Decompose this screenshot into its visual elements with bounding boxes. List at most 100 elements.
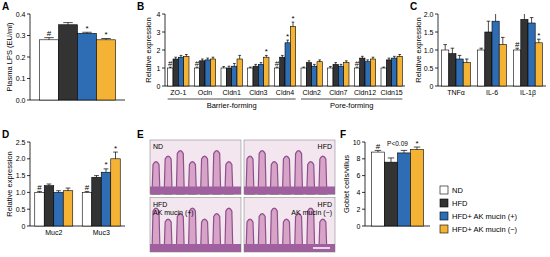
micrograph bbox=[244, 198, 335, 253]
significance: # bbox=[85, 183, 90, 192]
error-bar bbox=[401, 150, 408, 153]
bar bbox=[232, 66, 237, 86]
y-tick-label: 1.0 bbox=[16, 189, 26, 196]
bar bbox=[463, 63, 470, 86]
y-tick-label: 0.5 bbox=[16, 206, 26, 213]
error-cap bbox=[372, 57, 375, 58]
error-line bbox=[282, 55, 283, 57]
error-bar bbox=[361, 56, 364, 58]
legend-swatch bbox=[440, 186, 448, 194]
error-bar bbox=[523, 14, 527, 19]
y-tick-label: 1.5 bbox=[16, 172, 26, 179]
error-bar bbox=[281, 55, 284, 57]
image-frame bbox=[244, 198, 335, 253]
x-tick-label: Muc3 bbox=[93, 229, 110, 236]
y-tick bbox=[162, 14, 165, 15]
error-bar bbox=[329, 67, 332, 68]
legend-swatch bbox=[440, 199, 448, 207]
error-cap bbox=[530, 17, 534, 18]
image-label: HFD bbox=[153, 201, 167, 208]
bar bbox=[274, 68, 279, 86]
bar bbox=[365, 62, 370, 86]
bar bbox=[328, 68, 333, 86]
error-cap bbox=[334, 62, 337, 63]
error-line bbox=[538, 39, 539, 43]
bar bbox=[264, 57, 269, 86]
bar bbox=[306, 63, 311, 86]
y-tick bbox=[362, 142, 365, 143]
error-cap bbox=[47, 184, 52, 185]
y-axis bbox=[365, 142, 366, 226]
error-line bbox=[250, 67, 251, 69]
bar bbox=[397, 56, 402, 86]
image-label: HFD bbox=[318, 143, 332, 150]
annotation: P<0.09 bbox=[387, 140, 408, 147]
y-tick-label: 1.5 bbox=[424, 29, 434, 36]
y-axis-label: Relative expression bbox=[5, 151, 14, 216]
marks bbox=[442, 14, 543, 86]
significance: * bbox=[415, 139, 418, 148]
error-bar bbox=[313, 64, 316, 66]
panel-letter: F bbox=[340, 129, 346, 140]
y-tick-label: 4 bbox=[157, 11, 161, 18]
error-line bbox=[346, 61, 347, 63]
error-cap bbox=[56, 190, 61, 191]
bar bbox=[111, 159, 121, 226]
error-bar bbox=[537, 39, 541, 43]
error-bar bbox=[212, 57, 215, 59]
error-cap bbox=[206, 58, 209, 59]
bar bbox=[333, 64, 338, 86]
bar bbox=[82, 192, 92, 226]
y-tick-label: 8 bbox=[357, 155, 361, 162]
error-bar bbox=[222, 67, 225, 68]
error-bar bbox=[201, 59, 204, 61]
error-bar bbox=[206, 58, 209, 60]
bar bbox=[442, 50, 449, 86]
bar-chart: 00.51.01.52.02.5Relative expression##**M… bbox=[5, 139, 126, 237]
group-label: Pore-forming bbox=[330, 101, 373, 110]
significance: * bbox=[291, 14, 294, 23]
error-line bbox=[495, 14, 496, 21]
error-cap bbox=[458, 55, 462, 56]
error-bar bbox=[94, 176, 99, 178]
y-tick bbox=[27, 57, 30, 58]
error-bar bbox=[56, 191, 61, 193]
marks bbox=[372, 147, 424, 226]
bar bbox=[200, 61, 205, 86]
y-tick-label: 0.5 bbox=[424, 65, 434, 72]
bar bbox=[101, 172, 111, 226]
figure: A0.00.10.20.30.4Plasma LPS (EU/ml)#**B01… bbox=[0, 0, 550, 257]
y-tick bbox=[27, 100, 30, 101]
x-tick-label: Ocln bbox=[198, 89, 213, 96]
bar bbox=[290, 27, 295, 86]
y-tick-label: 2 bbox=[357, 206, 361, 213]
bar bbox=[492, 21, 499, 86]
significance: # bbox=[37, 183, 42, 192]
error-bar bbox=[292, 22, 295, 27]
bar bbox=[354, 68, 359, 86]
error-bar bbox=[487, 21, 491, 32]
error-cap bbox=[345, 60, 348, 61]
error-cap bbox=[366, 59, 369, 60]
y-tick bbox=[362, 175, 365, 176]
error-bar bbox=[63, 23, 73, 25]
y-tick bbox=[162, 86, 165, 87]
legend-swatch bbox=[440, 225, 448, 233]
error-bar bbox=[238, 55, 241, 59]
y-tick-label: 2 bbox=[157, 47, 161, 54]
x-tick-label: Cldn1 bbox=[223, 89, 241, 96]
bar bbox=[392, 58, 397, 86]
significance: # bbox=[47, 29, 52, 38]
bar bbox=[381, 68, 386, 86]
error-cap bbox=[254, 64, 257, 65]
x-tick-label: Cldn12 bbox=[354, 89, 376, 96]
error-line bbox=[261, 63, 262, 65]
error-line bbox=[175, 57, 176, 59]
bar bbox=[398, 153, 411, 226]
micrograph bbox=[244, 140, 335, 195]
bar bbox=[221, 68, 226, 86]
error-cap bbox=[401, 150, 408, 151]
image-bg bbox=[244, 140, 335, 195]
error-bar bbox=[494, 14, 498, 21]
y-axis-label: Plasma LPS (EU/ml) bbox=[5, 22, 14, 91]
